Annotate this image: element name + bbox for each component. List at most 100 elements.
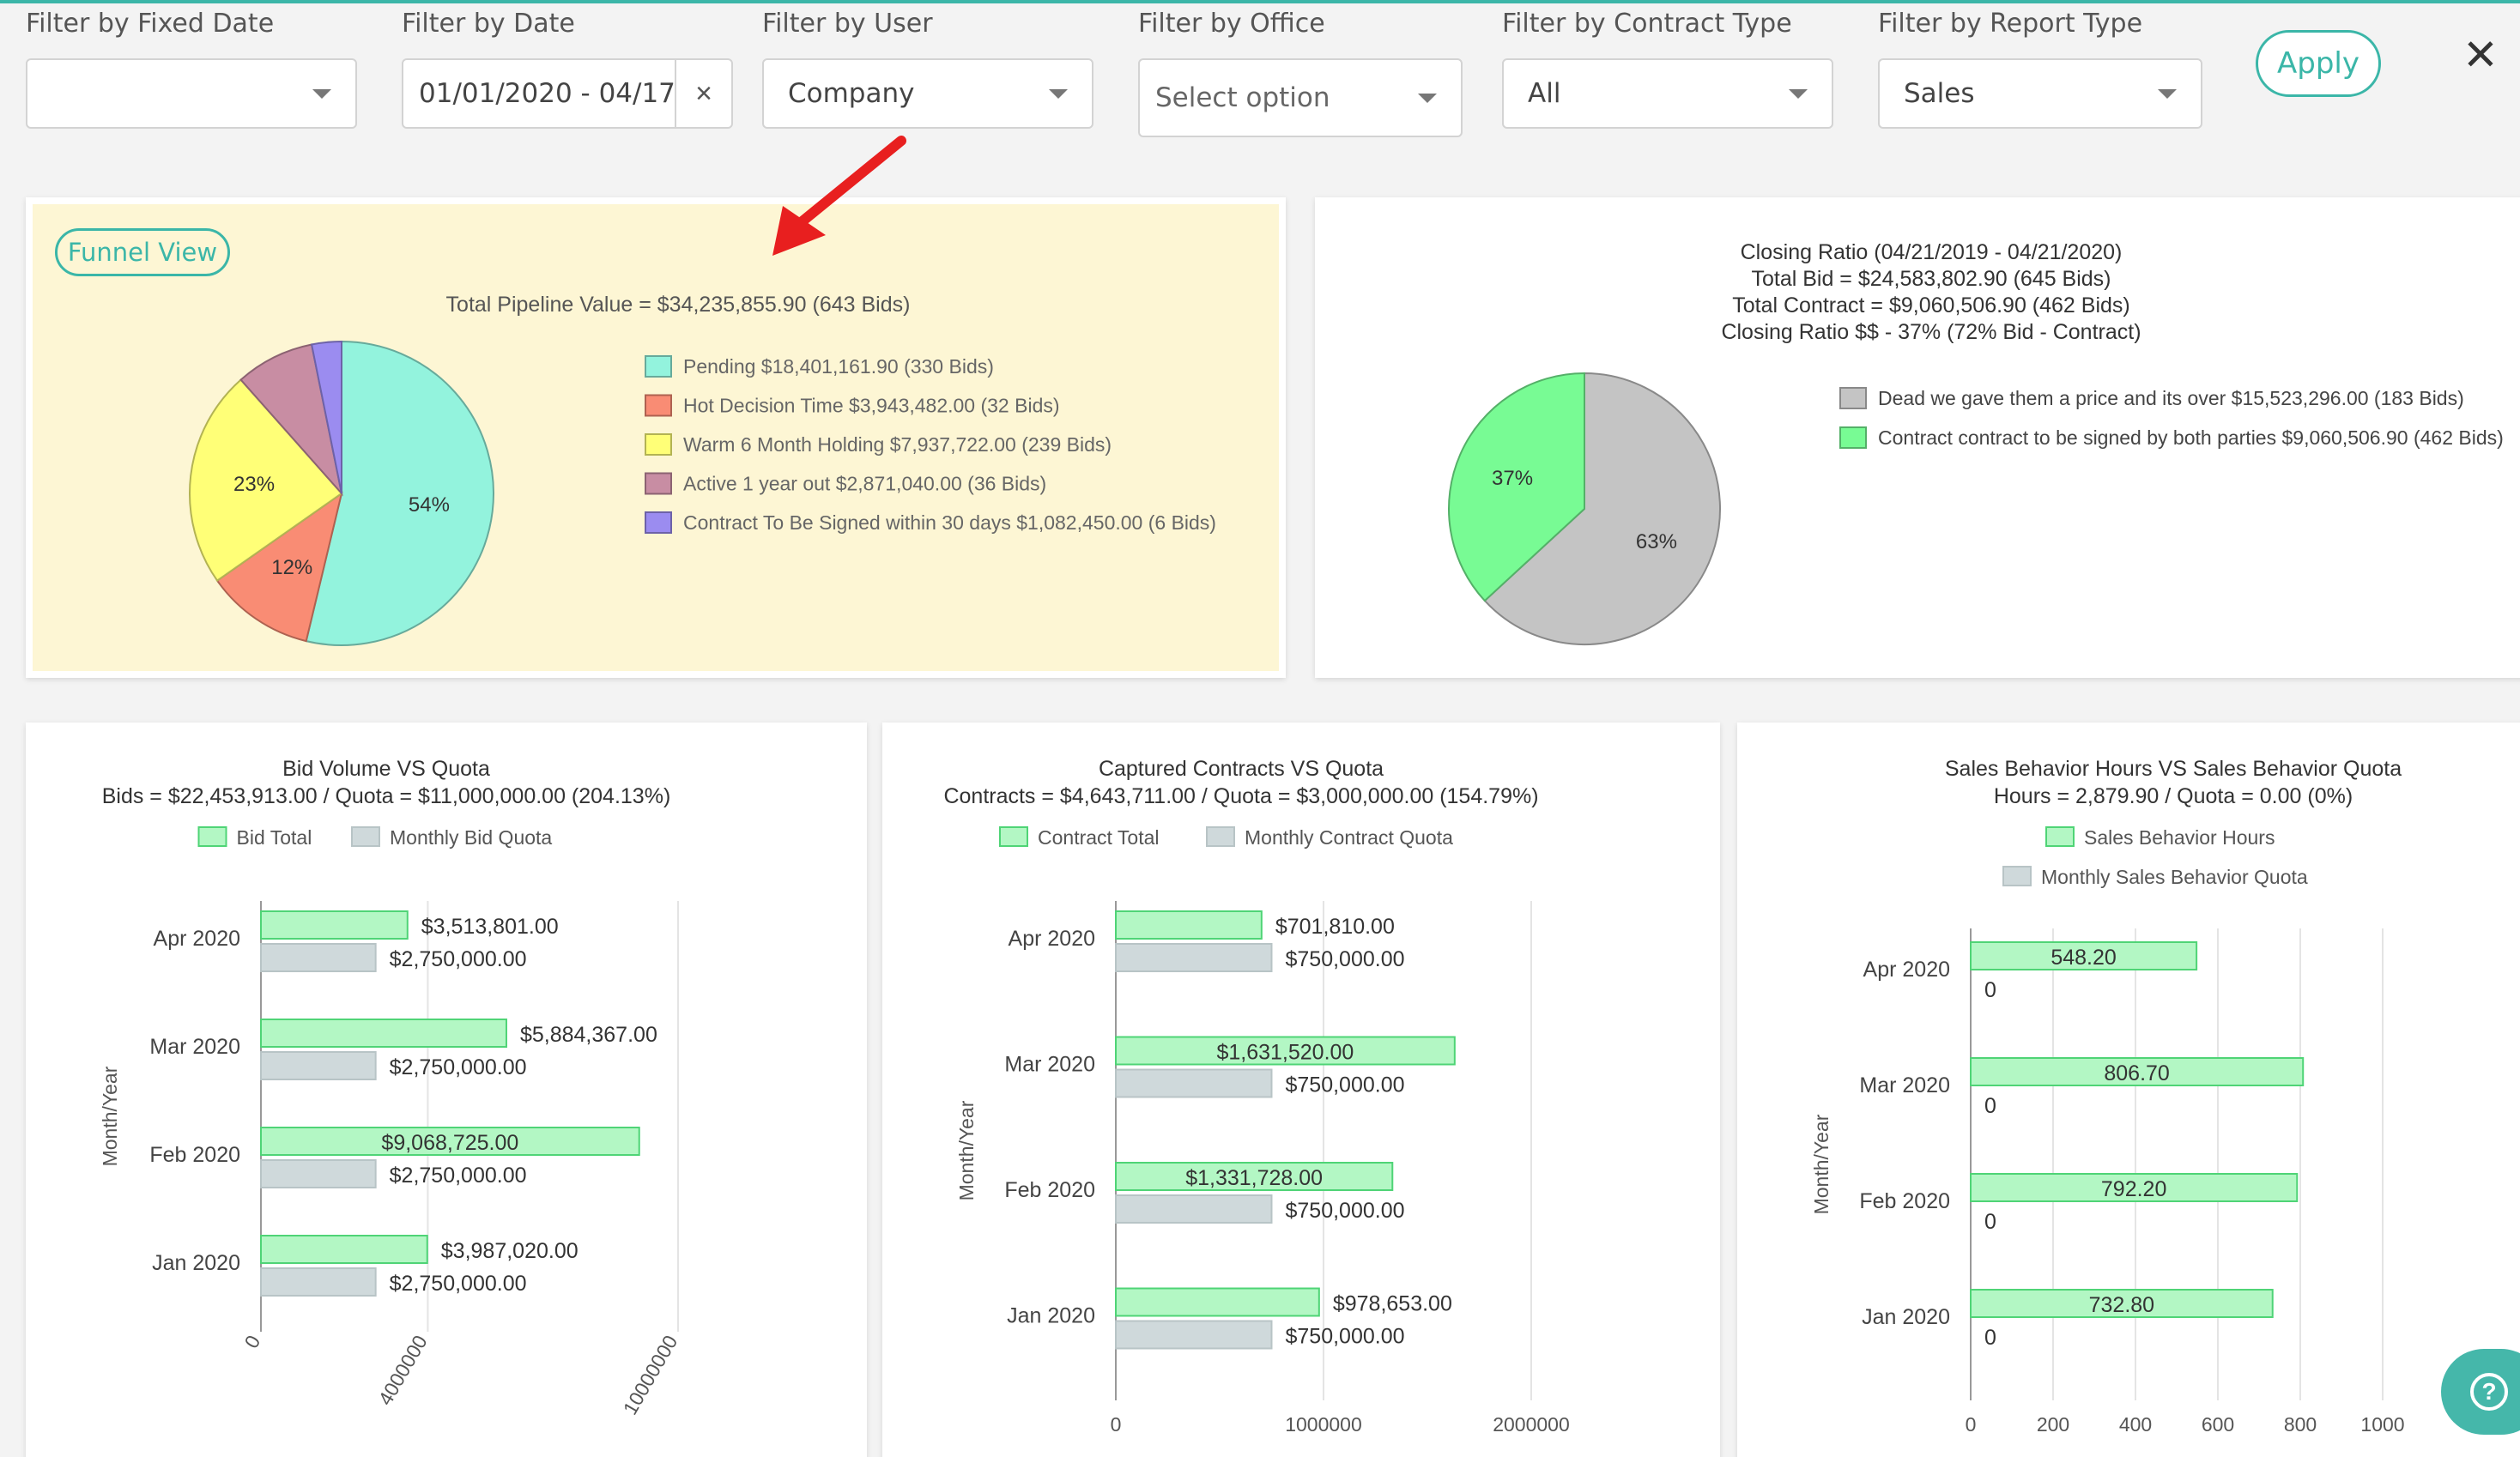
y-category-label: Feb 2020 (1004, 1178, 1095, 1202)
pie-slice-label: 23% (233, 473, 275, 496)
bar-value-label: $1,331,728.00 (1185, 1166, 1323, 1190)
bar-value-label: $3,987,020.00 (441, 1239, 579, 1263)
closing-title-line: Closing Ratio $$ - 37% (72% Bid - Contra… (1721, 320, 2141, 344)
pie-slice[interactable] (239, 343, 343, 497)
bar-value-label: 0 (1984, 978, 1996, 1002)
top-accent-line (0, 0, 2520, 3)
bar-value-label: 0 (1984, 1210, 1996, 1234)
y-category-label: Jan 2020 (1862, 1305, 1950, 1329)
funnel-view-button[interactable]: Funnel View (55, 228, 230, 276)
bar[interactable] (1970, 941, 2198, 970)
legend-label: Monthly Contract Quota (1245, 826, 1453, 849)
filter-report-type-select[interactable]: Sales (1878, 58, 2202, 129)
bar[interactable] (260, 1051, 377, 1080)
bar[interactable] (1115, 1194, 1273, 1224)
y-category-label: Feb 2020 (149, 1143, 240, 1167)
legend-label: Bid Total (237, 826, 312, 849)
y-category-label: Mar 2020 (1859, 1073, 1950, 1097)
bar[interactable] (1115, 1036, 1456, 1066)
pie-slice[interactable] (1483, 372, 1721, 645)
x-tick-label: 1000 (2360, 1413, 2404, 1436)
filter-office-select[interactable]: Select option (1138, 58, 1463, 137)
bid-volume-bar-chart: Bid Volume VS Quota Bids = $22,453,913.00… (99, 757, 681, 1418)
bar-value-label: $978,653.00 (1333, 1292, 1452, 1316)
pie-slice-label: 54% (409, 493, 450, 517)
chart-title: Sales Behavior Hours VS Sales Behavior Q… (1945, 757, 2402, 781)
bar[interactable] (260, 943, 377, 972)
chart-title: Bid Volume VS Quota (282, 757, 490, 781)
bar[interactable] (1115, 1162, 1394, 1191)
y-category-label: Apr 2020 (1009, 927, 1095, 951)
y-axis-title: Month/Year (99, 1066, 121, 1166)
filter-contract-type-value: All (1528, 78, 1561, 109)
apply-button[interactable]: Apply (2256, 30, 2381, 97)
bar[interactable] (260, 1019, 507, 1048)
legend-label: Active 1 year out $2,871,040.00 (36 Bids… (683, 473, 1046, 495)
legend-swatch (999, 826, 1028, 847)
filter-fixed-date-label: Filter by Fixed Date (26, 9, 275, 39)
bar[interactable] (1115, 1320, 1273, 1350)
bar[interactable] (1115, 910, 1263, 940)
pie-slice[interactable] (189, 378, 343, 583)
x-tick-label: 400 (2119, 1413, 2152, 1436)
red-arrow-annotation (772, 136, 906, 256)
bar-value-label: $9,068,725.00 (381, 1131, 518, 1155)
closing-title-line: Total Contract = $9,060,506.90 (462 Bids… (1732, 293, 2130, 317)
x-tick-label: 0 (239, 1332, 264, 1352)
bar-value-label: 0 (1984, 1094, 1996, 1118)
funnel-title: Total Pipeline Value = $34,235,855.90 (6… (446, 293, 911, 317)
bar-value-label: $750,000.00 (1286, 1199, 1405, 1223)
bar[interactable] (260, 1159, 377, 1188)
bar[interactable] (1115, 943, 1273, 972)
bar-value-label: 0 (1984, 1326, 1996, 1350)
bar[interactable] (1970, 1173, 2299, 1202)
y-category-label: Jan 2020 (152, 1251, 240, 1275)
help-icon: ? (2470, 1373, 2508, 1411)
legend-swatch (2045, 826, 2075, 847)
filter-contract-type-select[interactable]: All (1502, 58, 1833, 129)
bar-value-label: $2,750,000.00 (390, 1055, 527, 1079)
y-category-label: Apr 2020 (154, 927, 240, 951)
x-tick-label: 1000000 (1285, 1413, 1362, 1436)
close-icon[interactable]: ✕ (2462, 30, 2499, 80)
filter-fixed-date-select[interactable] (26, 58, 357, 129)
filter-office-label: Filter by Office (1138, 9, 1325, 39)
pie-slice-label: 63% (1636, 530, 1677, 553)
bar-value-label: 732.80 (2089, 1293, 2154, 1317)
closing-ratio-card: Closing Ratio (04/21/2019 - 04/21/2020) T… (1315, 197, 2520, 678)
legend-swatch (2002, 866, 2032, 886)
bar[interactable] (1970, 1289, 2274, 1318)
y-axis-title: Month/Year (1810, 1114, 1832, 1214)
bar-value-label: $5,884,367.00 (520, 1023, 657, 1047)
filter-user-select[interactable]: Company (762, 58, 1093, 129)
chevron-down-icon (2158, 88, 2177, 99)
clear-date-icon[interactable]: × (675, 60, 731, 127)
bar[interactable] (260, 1235, 428, 1264)
help-button[interactable]: ? (2441, 1349, 2520, 1435)
bar[interactable] (260, 1267, 377, 1297)
pie-slice[interactable] (310, 340, 342, 494)
pie-slice[interactable] (305, 340, 494, 646)
legend-swatch (645, 511, 672, 534)
pie-slice[interactable] (215, 491, 343, 643)
y-category-label: Feb 2020 (1859, 1189, 1950, 1213)
bar[interactable] (1115, 1287, 1320, 1317)
filter-date-input[interactable]: 01/01/2020 - 04/17/ × (402, 58, 733, 129)
bar-value-label: $1,631,520.00 (1216, 1041, 1354, 1065)
legend-swatch (645, 472, 672, 495)
bar[interactable] (1115, 1068, 1273, 1098)
pie-slice[interactable] (1448, 372, 1585, 602)
filter-report-type-label: Filter by Report Type (1878, 9, 2143, 39)
sales-behavior-bar-chart: Sales Behavior Hours VS Sales Behavior Q… (1810, 757, 2405, 1436)
bar-value-label: 792.20 (2101, 1177, 2166, 1201)
filter-user-label: Filter by User (762, 9, 933, 39)
bar[interactable] (260, 910, 409, 940)
bar-value-label: $3,513,801.00 (421, 915, 559, 939)
legend-label: Contract To Be Signed within 30 days $1,… (683, 511, 1216, 534)
bar[interactable] (1970, 1057, 2305, 1086)
sales-behavior-card: Sales Behavior Hours VS Sales Behavior Q… (1737, 722, 2520, 1457)
bar[interactable] (260, 1127, 640, 1156)
chart-subtitle: Hours = 2,879.90 / Quota = 0.00 (0%) (1994, 784, 2353, 808)
legend-label: Pending $18,401,161.90 (330 Bids) (683, 355, 994, 378)
filter-user-value: Company (788, 78, 915, 109)
